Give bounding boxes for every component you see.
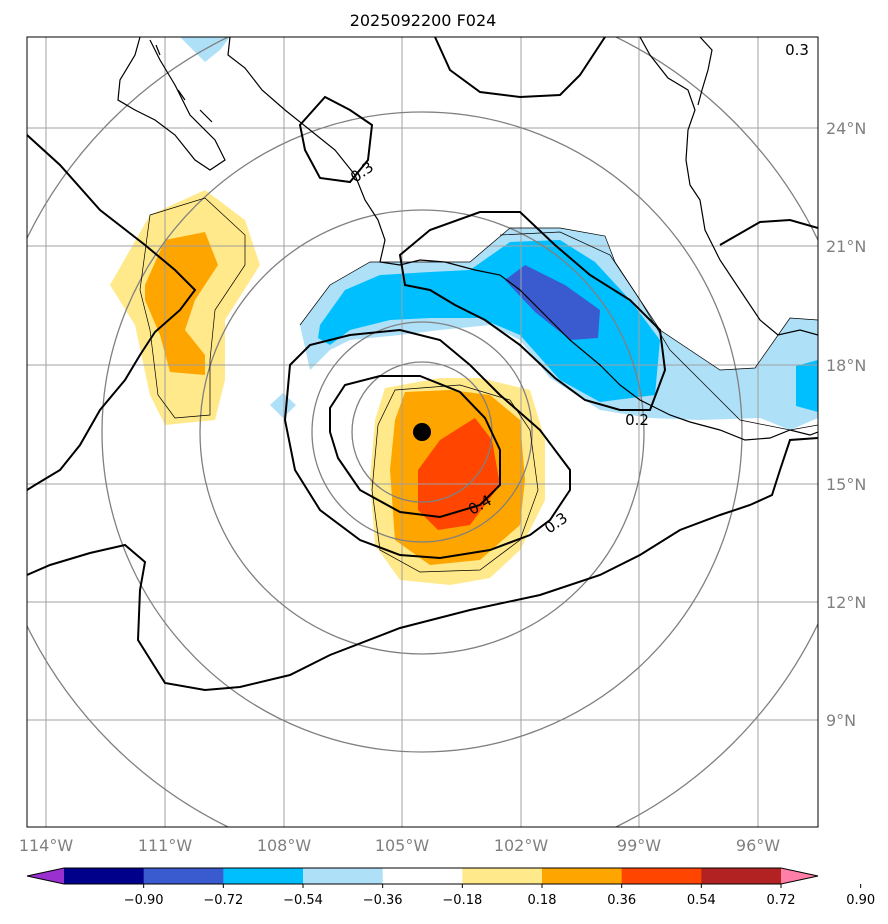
map-title: 2025092200 F024 — [350, 11, 497, 30]
colorbar-cell — [223, 868, 304, 884]
contour-0.4 — [329, 375, 501, 519]
colorbar-tick-label: 0.54 — [687, 893, 716, 908]
colorbar-tick-label: −0.54 — [283, 893, 323, 908]
map-frame — [26, 36, 819, 828]
range-rings — [27, 37, 818, 827]
range-ring — [311, 321, 533, 543]
lon-label: 114°W — [19, 836, 74, 855]
lon-label: 99°W — [617, 836, 661, 855]
coastline — [117, 37, 818, 441]
colorbar-tick-label: 0.36 — [607, 893, 636, 908]
map-area: 0.3 0.3 0.2 0.4 0.3 — [27, 37, 818, 827]
colorbar-ticks: −0.90 −0.72 −0.54 −0.36 −0.18 0.18 0.36 0.54 0.7… — [124, 884, 875, 908]
lon-label: 102°W — [494, 836, 549, 855]
contour-label: 0.3 — [785, 41, 809, 59]
colorbar-cell — [303, 868, 384, 884]
lat-label: 24°N — [826, 119, 866, 138]
lat-label: 12°N — [826, 593, 866, 612]
lat-label: 15°N — [826, 475, 866, 494]
contour-0.3-outer — [283, 328, 571, 560]
lon-label: 96°W — [736, 836, 780, 855]
contour-east — [719, 218, 818, 246]
lon-labels: 114°W 111°W 108°W 105°W 102°W 99°W 96°W — [19, 836, 780, 855]
contour-south — [27, 437, 818, 692]
colorbar-tick-label: −0.72 — [203, 893, 243, 908]
colorbar-tick-label: 0.18 — [528, 893, 557, 908]
range-ring — [101, 111, 743, 753]
colorbar-tick-label: −0.18 — [442, 893, 482, 908]
lon-label: 111°W — [138, 836, 193, 855]
colorbar-extend-high — [781, 868, 818, 884]
contour-west — [27, 134, 197, 491]
colorbar-extend-low — [27, 868, 64, 884]
lat-label: 9°N — [826, 711, 856, 730]
neg-light-blob-west — [270, 393, 296, 418]
contour-0.3-topright — [434, 37, 606, 99]
colorbar-tick-label: −0.36 — [363, 893, 403, 908]
graticule — [27, 37, 818, 827]
storm-center-dot — [413, 423, 431, 441]
contour-0.2 — [398, 211, 667, 411]
bold-contours — [27, 37, 818, 692]
neg-mid-blob-east — [796, 360, 818, 412]
neg-dark-region — [505, 265, 600, 340]
lat-labels: 24°N 21°N 18°N 15°N 12°N 9°N — [826, 119, 866, 730]
contour-label: 0.2 — [625, 411, 649, 429]
pos-mid-west — [145, 232, 218, 375]
colorbar-cell — [701, 868, 782, 884]
colorbar-cell — [621, 868, 702, 884]
colorbar-cells — [64, 868, 782, 884]
lat-label: 21°N — [826, 237, 866, 256]
colorbar: −0.90 −0.72 −0.54 −0.36 −0.18 0.18 0.36 0.54 0.7… — [26, 867, 875, 908]
contour-0.3-north — [298, 95, 374, 184]
lon-label: 108°W — [257, 836, 312, 855]
range-ring — [199, 209, 645, 655]
lon-label: 105°W — [375, 836, 430, 855]
colorbar-cell — [542, 868, 623, 884]
colorbar-cell — [382, 868, 463, 884]
colorbar-cell — [462, 868, 543, 884]
colorbar-tick-label: −0.90 — [124, 893, 164, 908]
colorbar-tick-label: 0.90 — [846, 893, 875, 908]
pos-dark-east — [418, 418, 500, 530]
colorbar-tick-label: 0.72 — [767, 893, 796, 908]
colorbar-outline — [26, 867, 819, 885]
lat-label: 18°N — [826, 356, 866, 375]
colorbar-cell — [143, 868, 224, 884]
colorbar-cell — [64, 868, 145, 884]
